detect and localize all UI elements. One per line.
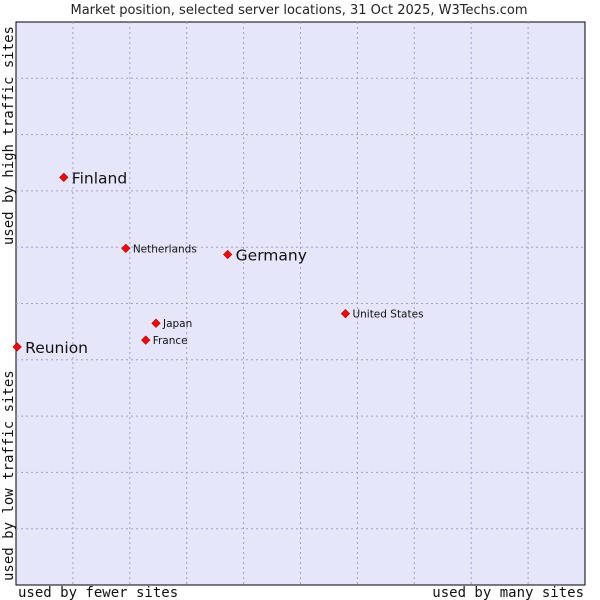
grid-lines: [16, 22, 585, 585]
data-point-finland: [59, 172, 69, 183]
data-label-japan: Japan: [162, 318, 192, 330]
data-point-japan: [151, 318, 161, 328]
data-label-netherlands: Netherlands: [133, 243, 197, 255]
x-axis-label-left: used by fewer sites: [18, 585, 178, 600]
y-axis-label-bottom: used by low traffic sites: [1, 370, 17, 581]
data-label-finland: Finland: [72, 169, 127, 187]
data-label-united-states: United States: [352, 309, 423, 321]
data-point-germany: [223, 249, 233, 260]
data-label-france: France: [153, 335, 188, 347]
data-point-united-states: [340, 309, 351, 319]
data-label-reunion: Reunion: [25, 339, 88, 357]
data-point-netherlands: [121, 243, 131, 253]
x-axis-label-right: used by many sites: [432, 585, 584, 600]
data-label-germany: Germany: [236, 247, 307, 265]
chart-title: Market position, selected server locatio…: [70, 3, 527, 18]
data-points: Finland Netherlands Germany United States Ja…: [12, 169, 424, 357]
data-point-reunion: [12, 342, 22, 352]
y-axis-label-top: used by high traffic sites: [1, 26, 17, 245]
data-point-france: [141, 335, 151, 345]
